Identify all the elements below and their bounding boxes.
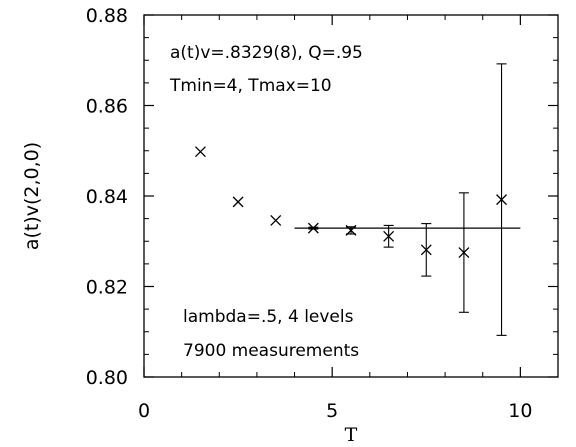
x-axis-title: T bbox=[345, 424, 358, 446]
axis-ticks bbox=[143, 14, 559, 378]
data-point bbox=[496, 63, 508, 336]
point-marker-stroke-b bbox=[232, 196, 244, 208]
point-marker-stroke-b bbox=[270, 214, 282, 226]
point-marker-stroke-b bbox=[496, 194, 508, 206]
x-tick-labels: 0 5 10 bbox=[138, 400, 533, 422]
point-marker-stroke-b bbox=[307, 222, 319, 234]
annotation-lambda: lambda=.5, 4 levels bbox=[183, 307, 354, 327]
y-tick-labels: 0.80 0.82 0.84 0.86 0.88 bbox=[86, 5, 128, 389]
data-point bbox=[307, 222, 319, 234]
data-point bbox=[345, 224, 357, 236]
x-tick-label: 5 bbox=[326, 400, 338, 422]
data-point bbox=[270, 214, 282, 226]
data-point bbox=[232, 196, 244, 208]
y-tick-label: 0.84 bbox=[86, 186, 128, 208]
point-marker-stroke-b bbox=[383, 230, 395, 242]
y-tick-label: 0.80 bbox=[86, 367, 128, 389]
x-tick-label: 10 bbox=[508, 400, 532, 422]
point-marker-stroke-b bbox=[458, 247, 470, 259]
point-marker-stroke-b bbox=[194, 146, 206, 158]
data-point bbox=[194, 146, 206, 158]
data-point bbox=[420, 223, 432, 277]
annotation-fit-result: a(t)v=.8329(8), Q=.95 bbox=[170, 43, 363, 63]
annotation-measurements: 7900 measurements bbox=[183, 341, 359, 361]
point-marker-stroke-b bbox=[345, 224, 357, 236]
annotation-fit-range: Tmin=4, Tmax=10 bbox=[169, 76, 332, 96]
point-marker-stroke-b bbox=[420, 244, 432, 256]
data-point bbox=[383, 224, 395, 248]
data-point bbox=[458, 192, 470, 313]
y-tick-label: 0.88 bbox=[86, 5, 128, 27]
y-tick-label: 0.86 bbox=[86, 96, 128, 118]
y-tick-label: 0.82 bbox=[86, 277, 128, 299]
data-points bbox=[194, 63, 508, 336]
x-tick-label: 0 bbox=[138, 400, 150, 422]
y-axis-title: a(t)v(2,0,0) bbox=[21, 142, 43, 250]
